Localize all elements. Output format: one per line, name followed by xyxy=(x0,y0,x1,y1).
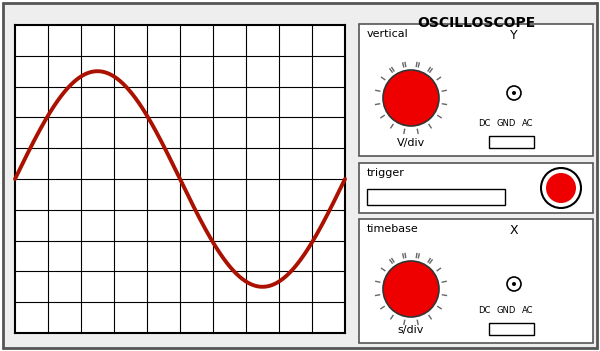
Text: vertical: vertical xyxy=(367,29,409,39)
Text: V/div: V/div xyxy=(397,138,425,148)
Text: s/div: s/div xyxy=(398,325,424,335)
Bar xyxy=(15,25,345,333)
Circle shape xyxy=(383,70,439,126)
Text: GND: GND xyxy=(496,306,515,315)
Text: Y: Y xyxy=(510,29,518,42)
Bar xyxy=(359,24,593,156)
Circle shape xyxy=(546,173,576,203)
Text: DC: DC xyxy=(478,306,490,315)
Bar xyxy=(367,189,505,205)
Text: trigger: trigger xyxy=(367,168,405,178)
Circle shape xyxy=(383,261,439,317)
Circle shape xyxy=(507,86,521,100)
Circle shape xyxy=(541,168,581,208)
Text: DC: DC xyxy=(478,119,490,128)
Text: OSCILLOSCOPE: OSCILLOSCOPE xyxy=(417,16,535,30)
Text: GND: GND xyxy=(496,119,515,128)
Text: AC: AC xyxy=(522,306,534,315)
Text: X: X xyxy=(509,224,518,237)
Text: AC: AC xyxy=(522,119,534,128)
Circle shape xyxy=(512,282,516,286)
Bar xyxy=(359,219,593,343)
Circle shape xyxy=(512,91,516,95)
Bar xyxy=(489,323,534,335)
Text: timebase: timebase xyxy=(367,224,419,234)
Circle shape xyxy=(507,277,521,291)
Bar xyxy=(489,136,534,148)
Bar xyxy=(359,163,593,213)
